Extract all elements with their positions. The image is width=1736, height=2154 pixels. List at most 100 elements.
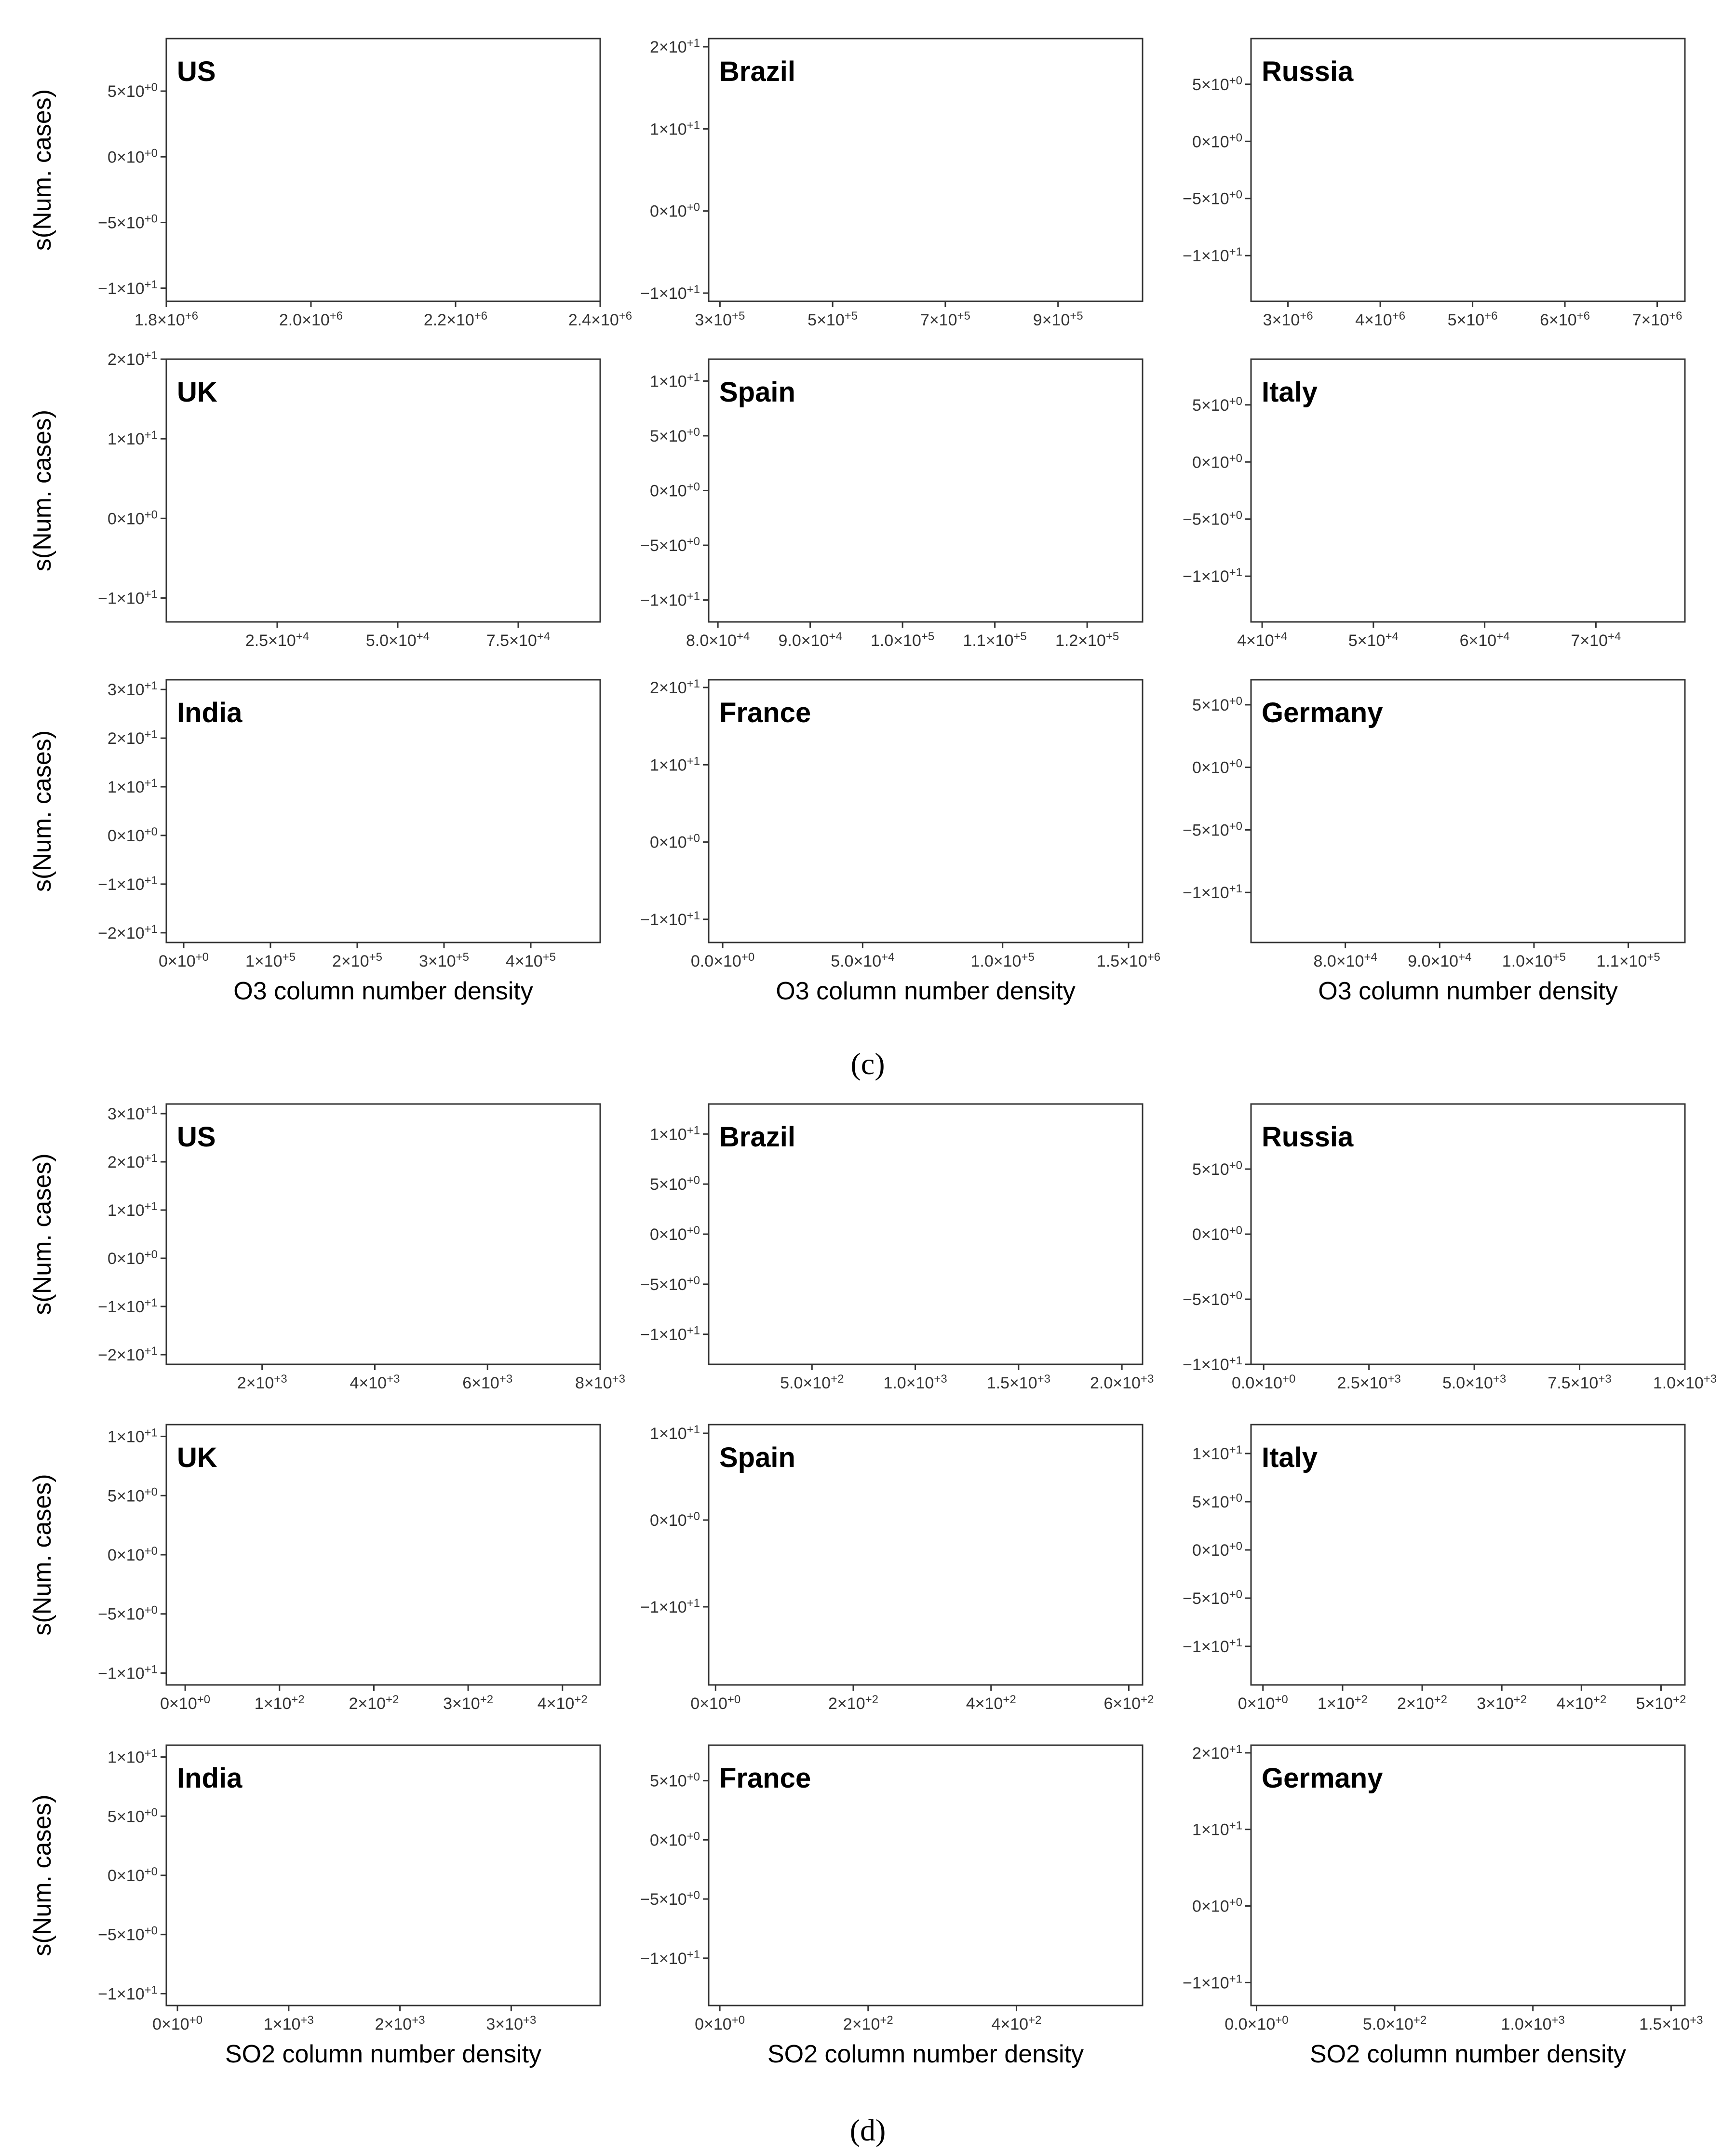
y-tick-label: −1×10+1 [640, 590, 700, 610]
x-tick-label: 1.1×10+5 [1596, 951, 1660, 970]
y-tick-label: 2×10+1 [108, 1152, 158, 1171]
panel-d-uk: 0×10+0 1×10+2 2×10+2 3×10+2 4×10+2 −1×10+1 −5×… [28, 1424, 601, 1713]
x-tick-label: 8×10+3 [575, 1373, 625, 1392]
panel-c-uk: 2.5×10+4 5.0×10+4 7.5×10+4 −1×10+1 0×10+0 1×1… [28, 349, 601, 650]
x-tick-label: 1×10+2 [1318, 1693, 1368, 1713]
x-tick-label: 1.0×10+3 [883, 1373, 947, 1392]
panel-title: Brazil [719, 1121, 795, 1153]
y-tick-label: 0×10+0 [108, 1545, 158, 1564]
x-tick-label: 9.0×10+4 [778, 630, 842, 650]
x-tick-label: 4×10+2 [538, 1693, 588, 1713]
x-tick-label: 7×10+4 [1571, 630, 1621, 650]
panel-border-c-france [708, 679, 1144, 943]
panel-d-france: 0×10+0 2×10+2 4×10+2 −1×10+1 −5×10+0 0×10+0 5×… [640, 1744, 1144, 2068]
y-tick-label: 1×10+1 [108, 429, 158, 448]
panel-d-russia: 0.0×10+0 2.5×10+3 5.0×10+3 7.5×10+3 1.0×10+3… [1183, 1103, 1717, 1392]
panel-border-c-italy [1250, 358, 1686, 623]
panel-border-d-india [165, 1744, 601, 2006]
y-tick-label: −1×10+1 [98, 278, 158, 298]
y-axis-label: s(Num. cases) [28, 410, 56, 571]
x-tick-label: 5.0×10+2 [1363, 2014, 1426, 2033]
panel-border-d-russia [1250, 1103, 1686, 1365]
caption-d: (d) [850, 2113, 886, 2147]
x-tick-label: 1×10+3 [264, 2014, 314, 2033]
x-tick-label: 2×10+2 [1397, 1693, 1447, 1713]
x-tick-label: 4×10+6 [1355, 310, 1405, 329]
panel-title: UK [177, 1442, 217, 1473]
y-tick-label: −5×10+0 [640, 1889, 700, 1909]
y-tick-label: 5×10+0 [108, 81, 158, 101]
panel-d-brazil: 5.0×10+2 1.0×10+3 1.5×10+3 2.0×10+3 −1×10+1 −… [640, 1103, 1154, 1392]
x-tick-label: 4×10+2 [1556, 1693, 1606, 1713]
y-tick-label: −1×10+1 [640, 909, 700, 929]
y-tick-label: 1×10+1 [650, 371, 700, 390]
x-axis-label: O3 column number density [1318, 977, 1617, 1005]
panel-c-brazil: 3×10+5 5×10+5 7×10+5 9×10+5 −1×10+1 0×10+0 1×1… [640, 37, 1144, 329]
panel-border-d-us [165, 1103, 601, 1365]
x-tick-label: 6×10+4 [1460, 630, 1510, 650]
y-tick-label: −1×10+1 [1183, 1354, 1242, 1374]
panel-border-d-spain [708, 1424, 1144, 1686]
y-tick-label: 0×10+0 [1192, 131, 1242, 151]
y-tick-label: 2×10+1 [650, 37, 700, 56]
y-tick-label: 0×10+0 [650, 1510, 700, 1530]
y-tick-label: 0×10+0 [1192, 452, 1242, 471]
panel-title: Brazil [719, 56, 795, 87]
x-tick-label: 0.0×10+0 [691, 951, 754, 970]
y-tick-label: 1×10+1 [108, 1200, 158, 1220]
panel-title: Germany [1262, 1763, 1383, 1794]
x-tick-label: 2.4×10+6 [568, 310, 632, 329]
y-tick-label: 0×10+0 [650, 481, 700, 500]
x-tick-label: 9×10+5 [1033, 310, 1083, 329]
panel-title: US [177, 1121, 216, 1153]
y-tick-label: −5×10+0 [640, 1274, 700, 1294]
x-tick-label: 1.0×10+5 [1502, 951, 1566, 970]
x-tick-label: 0×10+0 [152, 2014, 202, 2033]
x-tick-label: 7×10+6 [1632, 310, 1682, 329]
x-tick-label: 0×10+0 [159, 951, 209, 970]
y-tick-label: −2×10+1 [98, 1345, 158, 1364]
y-tick-label: 0×10+0 [650, 832, 700, 852]
x-tick-label: 5×10+4 [1348, 630, 1399, 650]
panel-title: Germany [1262, 697, 1383, 728]
y-tick-label: −1×10+1 [1183, 1972, 1242, 1992]
x-tick-label: 2×10+3 [237, 1373, 287, 1392]
x-tick-label: 7×10+5 [920, 310, 970, 329]
panel-title: US [177, 56, 216, 87]
y-tick-label: 0×10+0 [650, 1224, 700, 1244]
x-tick-label: 1.0×10+3 [1501, 2014, 1565, 2033]
y-tick-label: 2×10+1 [108, 349, 158, 369]
panel-title: India [177, 697, 242, 728]
panel-title: France [719, 1763, 811, 1794]
panel-c-france: 0.0×10+0 5.0×10+4 1.0×10+5 1.5×10+6 −1×10+1 0… [640, 677, 1160, 1005]
y-tick-label: 5×10+0 [108, 1806, 158, 1826]
y-axis-label: s(Num. cases) [28, 89, 56, 251]
panel-title: India [177, 1763, 242, 1794]
x-tick-label: 3×10+2 [443, 1693, 493, 1713]
x-tick-label: 8.0×10+4 [686, 630, 750, 650]
x-tick-label: 7.5×10+3 [1548, 1373, 1611, 1392]
y-tick-label: −1×10+1 [640, 1948, 700, 1968]
x-axis-label: O3 column number density [776, 977, 1075, 1005]
y-tick-label: 0×10+0 [108, 147, 158, 166]
panel-title: France [719, 697, 811, 728]
panel-border-d-brazil [708, 1103, 1144, 1365]
x-tick-label: 2.5×10+3 [1337, 1373, 1400, 1392]
x-tick-label: 1.5×10+3 [1639, 2014, 1703, 2033]
x-tick-label: 5×10+5 [807, 310, 858, 329]
x-tick-label: 5.0×10+4 [831, 951, 894, 970]
x-tick-label: 0.0×10+0 [1232, 1373, 1295, 1392]
x-tick-label: 2.0×10+3 [1090, 1373, 1154, 1392]
x-tick-label: 2.2×10+6 [424, 310, 487, 329]
x-axis-label: O3 column number density [233, 977, 533, 1005]
y-tick-label: −5×10+0 [98, 213, 158, 232]
y-tick-label: 1×10+1 [108, 1427, 158, 1446]
y-tick-label: −1×10+1 [1183, 882, 1242, 902]
panel-border-d-germany [1250, 1744, 1686, 2006]
panel-d-india: 0×10+0 1×10+3 2×10+3 3×10+3 −1×10+1 −5×10+0 0×… [28, 1744, 601, 2068]
y-tick-label: −5×10+0 [98, 1925, 158, 1944]
x-tick-label: 0×10+0 [690, 1693, 740, 1713]
y-tick-label: −1×10+1 [1183, 566, 1242, 586]
y-tick-label: 5×10+0 [1192, 695, 1242, 714]
x-tick-label: 0×10+0 [1238, 1693, 1288, 1713]
